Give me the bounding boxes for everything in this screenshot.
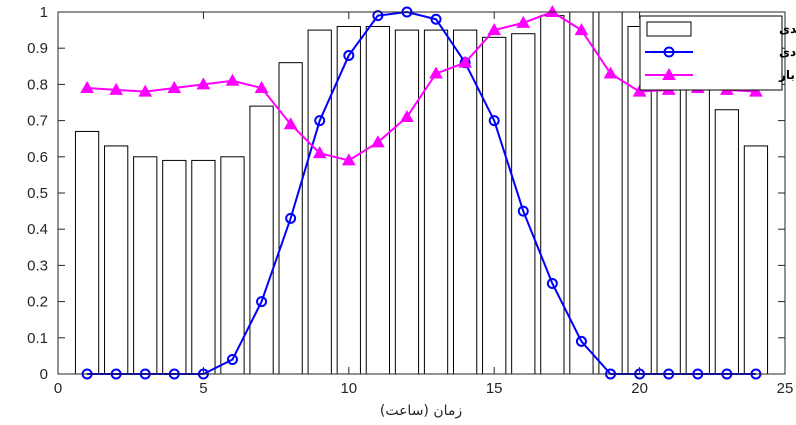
bar-9 — [307, 29, 332, 375]
load-point-10 — [341, 153, 356, 166]
y-tick-label-0.4: 0.4 — [27, 221, 48, 238]
bar-17 — [540, 15, 565, 375]
bar-11 — [365, 25, 391, 375]
legend-marker-load — [662, 67, 676, 80]
wind-point-18 — [575, 335, 587, 347]
wind-point-11 — [372, 10, 384, 22]
lines-layer — [80, 4, 763, 380]
bar-10 — [336, 25, 361, 375]
wind-point-8 — [285, 212, 297, 224]
load-point-6 — [225, 73, 240, 86]
bar-18 — [569, 11, 594, 375]
legend-label-wind: بادی — [779, 45, 796, 59]
load-point-18 — [574, 23, 589, 36]
legend-label-load: بار — [778, 68, 795, 82]
bars-layer — [74, 11, 769, 375]
wind-point-15 — [488, 115, 500, 127]
x-tick-label-25: 25 — [777, 380, 794, 397]
legend: خورشیدی بادی بار — [639, 15, 796, 91]
load-point-12 — [400, 109, 414, 122]
load-point-20 — [632, 84, 647, 97]
load-point-1 — [80, 81, 94, 94]
y-tick-label-0.1: 0.1 — [27, 330, 48, 347]
x-tick-label-0: 0 — [54, 380, 62, 397]
bar-7 — [249, 105, 274, 375]
bar-14 — [452, 29, 478, 375]
load-point-15 — [487, 23, 502, 36]
bar-1 — [74, 130, 100, 375]
x-tick-label-10: 10 — [340, 380, 357, 397]
wind-point-7 — [256, 296, 268, 308]
y-tick-label-0.2: 0.2 — [27, 294, 48, 311]
load-point-4 — [167, 81, 182, 94]
y-tick-label-0: 0 — [40, 366, 48, 383]
y-tick-label-0.8: 0.8 — [27, 76, 48, 93]
bar-22 — [685, 65, 710, 375]
bar-15 — [482, 36, 507, 375]
bar-21 — [656, 62, 681, 375]
load-point-3 — [138, 84, 153, 97]
ticks-layer: 0 5 10 15 20 25 0 0.1 0.2 0.3 0.4 0.5 0.6 0.7 0.8 0.9 1 — [27, 4, 793, 397]
load-point-24 — [749, 84, 763, 97]
load-point-8 — [283, 117, 298, 130]
wind-point-16 — [517, 205, 529, 217]
wind-point-10 — [343, 49, 355, 61]
load-point-5 — [196, 77, 211, 90]
load-point-13 — [429, 66, 443, 79]
bar-23 — [714, 109, 739, 375]
x-tick-label-5: 5 — [199, 380, 207, 397]
legend-label-solar: خورشیدی — [779, 22, 796, 37]
load-point-14 — [458, 55, 472, 68]
wind-point-17 — [546, 278, 558, 289]
bar-3 — [133, 156, 158, 375]
bar-5 — [191, 159, 216, 375]
bar-12 — [394, 29, 420, 375]
x-tick-label-20: 20 — [631, 380, 648, 397]
bar-24 — [743, 145, 769, 375]
legend-marker-wind — [663, 46, 675, 58]
bar-2 — [104, 145, 129, 375]
load-series-line — [87, 10, 756, 162]
bar-13 — [423, 29, 449, 375]
wind-point-6 — [226, 354, 238, 366]
y-tick-label-1: 1 — [40, 4, 48, 21]
bar-19 — [598, 11, 623, 375]
load-point-9 — [312, 146, 327, 159]
load-point-7 — [254, 81, 269, 94]
wind-point-13 — [430, 13, 442, 25]
y-tick-label-0.9: 0.9 — [27, 40, 48, 57]
load-point-16 — [516, 15, 531, 28]
y-tick-label-0.3: 0.3 — [27, 257, 48, 274]
x-axis-title: زمان (ساعت) — [380, 403, 462, 419]
bar-16 — [511, 33, 536, 375]
load-point-2 — [109, 82, 124, 95]
load-point-19 — [603, 66, 618, 79]
x-tick-label-15: 15 — [486, 380, 503, 397]
y-tick-label-0.7: 0.7 — [27, 113, 48, 130]
bar-4 — [162, 159, 187, 375]
load-point-11 — [371, 135, 385, 148]
wind-point-9 — [314, 115, 326, 127]
y-tick-label-0.5: 0.5 — [27, 185, 48, 202]
legend-swatch-solar — [646, 21, 692, 37]
load-point-17 — [545, 4, 560, 17]
y-tick-label-0.6: 0.6 — [27, 149, 48, 166]
